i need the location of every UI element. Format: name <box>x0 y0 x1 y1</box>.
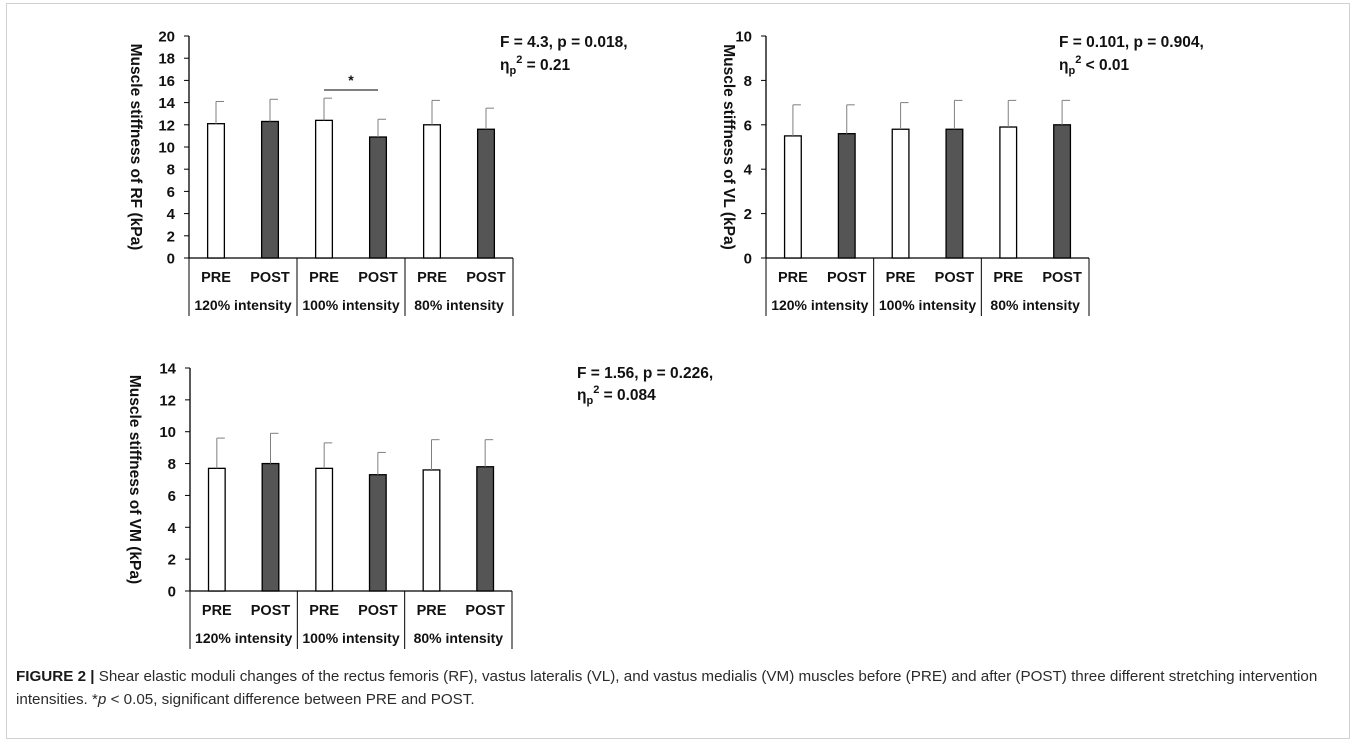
category-label: POST <box>358 603 398 619</box>
stats-line-2: ηp2 < 0.01 <box>1059 54 1130 77</box>
bar-post <box>261 462 280 592</box>
y-tick-label: 4 <box>168 520 177 537</box>
category-label: PRE <box>993 270 1023 286</box>
chart-rf: 0 2 4 6 8 10 12 14 16 18 20 Muscle stiffness of RF … <box>127 29 628 316</box>
category-label: PRE <box>778 270 808 286</box>
y-tick-label: 0 <box>744 251 752 268</box>
y-tick-label: 10 <box>158 140 175 157</box>
category-label: POST <box>465 603 505 619</box>
bar-post <box>368 474 387 592</box>
group-label: 100% intensity <box>302 297 399 313</box>
y-tick-label: 6 <box>167 184 175 201</box>
y-tick-label: 2 <box>168 552 176 569</box>
caption-sig-rest: < 0.05, significant difference between P… <box>106 691 475 708</box>
bar-post <box>476 466 495 592</box>
figure-caption: FIGURE 2 | Shear elastic moduli changes … <box>16 665 1336 711</box>
bar-pre <box>207 467 226 592</box>
category-label: POST <box>466 270 506 286</box>
y-axis-label: Muscle stiffness of RF (kPa) <box>127 44 144 251</box>
caption-sig-star: * <box>91 691 98 708</box>
category-label: PRE <box>309 603 339 619</box>
y-tick-label: 14 <box>158 95 175 112</box>
bar-post <box>260 120 280 259</box>
category-label: PRE <box>309 270 339 286</box>
category-label: PRE <box>417 603 447 619</box>
group-label: 120% intensity <box>771 297 868 313</box>
category-label: POST <box>358 270 398 286</box>
bar-pre <box>422 124 442 259</box>
y-tick-label: 18 <box>158 51 175 68</box>
y-tick-label: 8 <box>167 162 175 179</box>
stats-line-1: F = 0.101, p = 0.904, <box>1059 34 1204 51</box>
category-label: POST <box>250 270 290 286</box>
bar-post <box>837 133 856 259</box>
caption-sig-p: p <box>97 691 107 708</box>
y-tick-label: 12 <box>159 392 176 409</box>
y-tick-label: 12 <box>158 117 175 134</box>
figure-frame <box>6 3 1350 739</box>
bar-post <box>945 128 964 259</box>
group-label: 120% intensity <box>195 630 292 646</box>
y-tick-label: 2 <box>744 206 752 223</box>
category-label: POST <box>1042 270 1082 286</box>
y-tick-label: 2 <box>167 228 175 245</box>
stats-line-1: F = 4.3, p = 0.018, <box>500 34 628 51</box>
chart-vm: 0 2 4 6 8 10 12 14 Muscle stiffness of VM (kPa) P… <box>126 361 713 649</box>
stats-line-2: ηp2 = 0.084 <box>577 384 656 407</box>
y-tick-label: 0 <box>167 251 175 268</box>
caption-text: Shear elastic moduli changes of the rect… <box>16 668 1318 708</box>
y-tick-label: 8 <box>168 456 176 473</box>
bar-pre <box>891 128 910 259</box>
category-label: POST <box>827 270 867 286</box>
bar-pre <box>314 119 334 259</box>
y-tick-label: 16 <box>158 73 175 90</box>
y-tick-label: 10 <box>735 29 752 46</box>
bar-pre <box>206 123 226 259</box>
y-tick-label: 6 <box>168 488 176 505</box>
bar-pre <box>422 469 441 592</box>
y-tick-label: 10 <box>159 424 176 441</box>
group-label: 80% intensity <box>990 297 1080 313</box>
y-tick-label: 0 <box>168 584 176 601</box>
category-label: PRE <box>202 603 232 619</box>
group-label: 100% intensity <box>302 630 399 646</box>
y-tick-label: 14 <box>159 361 176 378</box>
y-tick-label: 4 <box>744 162 753 179</box>
group-label: 120% intensity <box>194 297 291 313</box>
group-label: 100% intensity <box>879 297 976 313</box>
bar-post <box>476 128 496 259</box>
y-axis-label: Muscle stiffness of VL (kPa) <box>720 44 737 250</box>
category-label: PRE <box>417 270 447 286</box>
category-label: PRE <box>201 270 231 286</box>
caption-label: FIGURE 2 | <box>16 668 95 685</box>
bar-pre <box>315 467 334 592</box>
bar-post <box>1053 124 1072 259</box>
group-label: 80% intensity <box>414 630 504 646</box>
category-label: POST <box>251 603 291 619</box>
y-tick-label: 4 <box>167 206 176 223</box>
y-tick-label: 20 <box>158 29 175 46</box>
bar-post <box>368 136 388 259</box>
y-axis-label: Muscle stiffness of VM (kPa) <box>126 375 143 584</box>
category-label: POST <box>935 270 975 286</box>
y-tick-label: 8 <box>744 73 752 90</box>
bar-pre <box>783 135 802 259</box>
y-tick-label: 6 <box>744 117 752 134</box>
stats-line-1: F = 1.56, p = 0.226, <box>577 365 713 382</box>
significance-star: * <box>348 72 354 88</box>
group-label: 80% intensity <box>414 297 504 313</box>
category-label: PRE <box>886 270 916 286</box>
bar-pre <box>999 126 1018 259</box>
stats-line-2: ηp2 = 0.21 <box>500 54 571 77</box>
